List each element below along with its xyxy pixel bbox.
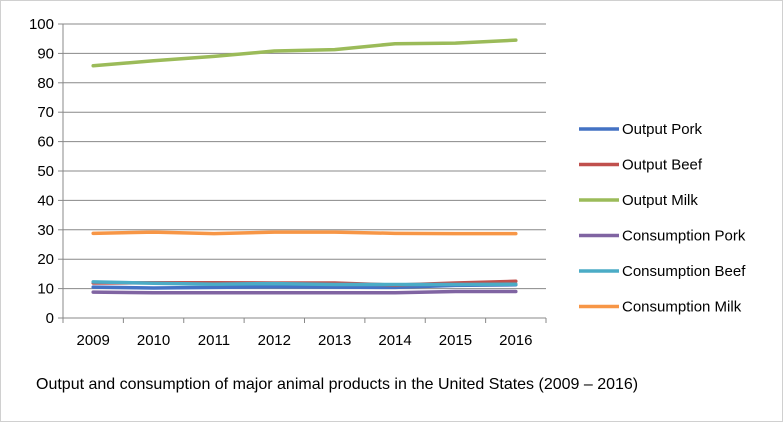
- series-line-consumption-pork: [93, 292, 516, 293]
- legend-label: Consumption Beef: [622, 263, 746, 280]
- legend-label: Consumption Pork: [622, 228, 746, 245]
- y-tick-label: 0: [46, 310, 54, 327]
- legend-entry: Consumption Beef: [579, 263, 746, 280]
- legend-entry: Consumption Milk: [579, 299, 742, 316]
- x-tick-label: 2015: [439, 332, 472, 349]
- legend-entry: Output Beef: [579, 157, 703, 174]
- x-tick-label: 2014: [378, 332, 411, 349]
- y-tick-label: 80: [37, 75, 54, 92]
- legend-label: Output Beef: [622, 157, 703, 174]
- legend-label: Output Milk: [622, 192, 698, 209]
- y-tick-label: 90: [37, 45, 54, 62]
- legend: Output Pork Output Beef Output Milk Consump…: [579, 121, 746, 316]
- x-tick-label: 2012: [258, 332, 291, 349]
- y-tick-label: 30: [37, 222, 54, 239]
- x-tick-label: 2009: [77, 332, 110, 349]
- legend-label: Consumption Milk: [622, 299, 742, 316]
- series-lines: [93, 40, 516, 293]
- legend-entry: Consumption Pork: [579, 228, 746, 245]
- y-tick-label: 40: [37, 192, 54, 209]
- gridlines: [63, 24, 546, 318]
- legend-entry: Output Milk: [579, 192, 698, 209]
- y-tick-label: 20: [37, 251, 54, 268]
- y-tick-label: 70: [37, 104, 54, 121]
- x-tick-label: 2016: [499, 332, 532, 349]
- legend-label: Output Pork: [622, 121, 703, 138]
- x-tick-label: 2010: [137, 332, 170, 349]
- x-axis-ticks: 2009 2010 2011 2012 2013 2014 2015 2016: [63, 318, 546, 349]
- legend-entry: Output Pork: [579, 121, 703, 138]
- x-tick-label: 2011: [198, 332, 230, 349]
- chart-caption: Output and consumption of major animal p…: [36, 376, 776, 394]
- y-tick-label: 100: [29, 16, 54, 33]
- y-tick-label: 10: [37, 281, 54, 298]
- y-axis-ticks: 0 10 20 30 40 50 60 70 80 90 100: [29, 16, 63, 327]
- x-tick-label: 2013: [318, 332, 351, 349]
- y-tick-label: 60: [37, 134, 54, 151]
- series-line-consumption-milk: [93, 232, 516, 233]
- y-tick-label: 50: [37, 163, 54, 180]
